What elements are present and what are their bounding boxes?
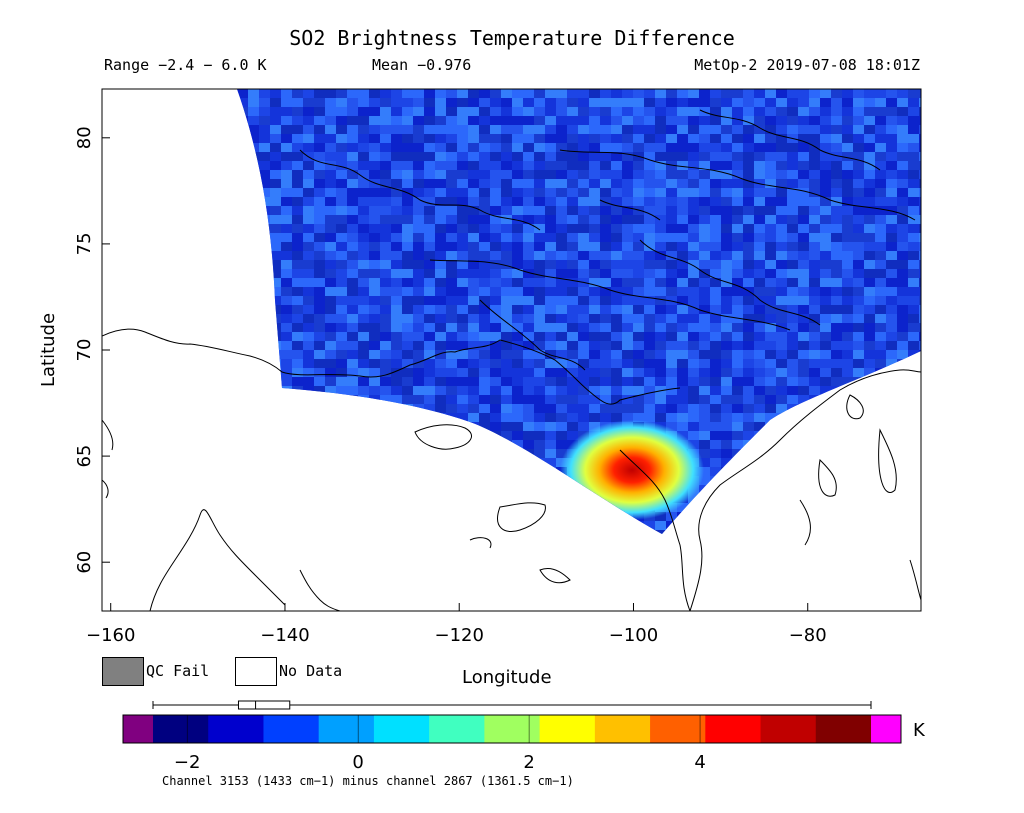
- satellite-time-label: MetOp-2 2019-07-08 18:01Z: [694, 56, 920, 74]
- x-tick-label: −100: [609, 625, 658, 646]
- y-tick-label: 65: [74, 445, 95, 468]
- x-tick-label: −140: [260, 625, 309, 646]
- y-tick-label: 70: [74, 339, 95, 362]
- range-label: Range −2.4 − 6.0 K: [104, 56, 267, 74]
- no-data-label: No Data: [279, 662, 343, 680]
- so2-plume: [560, 420, 704, 520]
- qc-fail-label: QC Fail: [146, 662, 210, 680]
- colorbar-segment: [650, 715, 706, 743]
- x-tick-label: −160: [86, 625, 135, 646]
- colorbar-ticks: −2 0 2 4: [174, 715, 706, 773]
- colorbar-segment: [484, 715, 541, 743]
- y-tick-label: 60: [74, 551, 95, 574]
- plot-title: SO2 Brightness Temperature Difference: [289, 26, 735, 50]
- colorbar-segment: [815, 715, 872, 743]
- colorbar-segment: [760, 715, 817, 743]
- box-whisker: [152, 700, 872, 710]
- colorbar-segment: [429, 715, 485, 743]
- colorbar-unit: K: [913, 720, 925, 741]
- colorbar-segment: [705, 715, 762, 743]
- colorbar-tick-label: 4: [694, 752, 705, 773]
- colorbar-segment: [318, 715, 375, 743]
- data-swath: [237, 89, 921, 534]
- colorbar-segment: [153, 715, 209, 743]
- colorbar: [122, 714, 902, 744]
- colorbar-frame: [122, 714, 902, 744]
- colorbar-tick-label: 2: [523, 752, 534, 773]
- y-axis-label: Latitude: [38, 313, 59, 387]
- colorbar-tick-label: 0: [352, 752, 363, 773]
- no-data-swatch: [235, 657, 277, 686]
- colorbar-segment: [594, 715, 651, 743]
- colorbar-segment: [373, 715, 430, 743]
- y-tick-label: 75: [74, 232, 95, 255]
- x-tick-label: −80: [789, 625, 827, 646]
- x-tick-label: −120: [434, 625, 483, 646]
- colorbar-under-swatch: [123, 715, 153, 743]
- x-axis: −160 −140 −120 −100 −80: [86, 603, 827, 646]
- colorbar-segment: [263, 715, 320, 743]
- colorbar-segment: [539, 715, 596, 743]
- iqr-box: [237, 700, 291, 710]
- colorbar-caption: Channel 3153 (1433 cm−1) minus channel 2…: [162, 774, 574, 788]
- x-axis-label: Longitude: [462, 667, 552, 688]
- y-axis: 60 65 70 75 80: [74, 126, 110, 574]
- qc-fail-swatch: [102, 657, 144, 686]
- y-tick-label: 80: [74, 126, 95, 149]
- mean-label: Mean −0.976: [372, 56, 472, 74]
- colorbar-segment: [208, 715, 264, 743]
- colorbar-over-swatch: [871, 715, 901, 743]
- colorbar-tick-label: −2: [174, 752, 201, 773]
- coastlines: [102, 109, 921, 611]
